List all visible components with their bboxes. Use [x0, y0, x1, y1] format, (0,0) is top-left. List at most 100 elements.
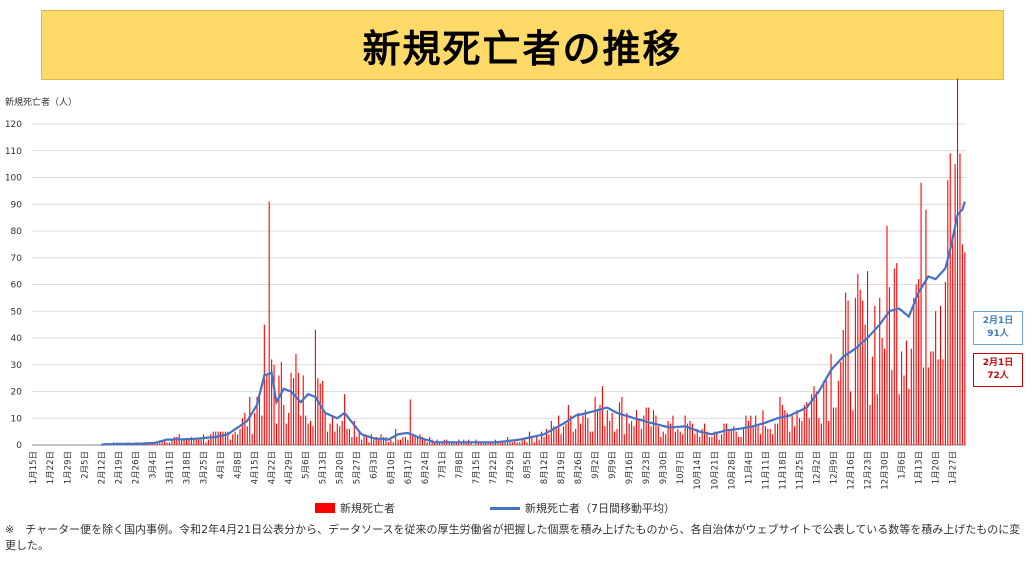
legend-line-label: 新規死亡者（7日間移動平均）	[525, 502, 675, 515]
bar	[791, 415, 793, 445]
bar	[601, 386, 603, 445]
x-tick-label: 2月5日	[80, 451, 90, 479]
bar	[964, 252, 966, 445]
bar	[660, 436, 662, 445]
bar	[351, 436, 353, 445]
bar	[857, 273, 859, 445]
moving-average-line	[101, 201, 966, 446]
bar	[759, 434, 762, 445]
bar	[353, 420, 355, 445]
bar	[453, 442, 455, 445]
x-tick-label: 1月22日	[46, 451, 56, 484]
bar	[290, 372, 292, 445]
x-tick-label: 6月17日	[404, 451, 414, 484]
bar	[864, 324, 866, 445]
bar	[560, 434, 562, 445]
bar	[835, 407, 837, 445]
bar	[781, 404, 783, 445]
bar	[832, 407, 835, 445]
bar	[307, 423, 309, 445]
bar	[407, 439, 409, 445]
y-tick-label: 80	[11, 227, 23, 237]
y-tick-label: 70	[11, 254, 23, 264]
bar	[555, 428, 557, 445]
bar	[803, 404, 805, 445]
bar	[837, 380, 839, 445]
bar	[334, 431, 336, 445]
bar	[652, 410, 655, 445]
bar	[684, 415, 686, 445]
bar	[733, 426, 735, 445]
bar	[896, 263, 898, 445]
bar	[558, 415, 560, 445]
bar	[361, 439, 363, 445]
y-tick-label: 0	[16, 441, 22, 451]
bar	[616, 428, 618, 445]
bar	[536, 436, 538, 445]
bar	[742, 428, 745, 445]
bar	[176, 436, 178, 445]
bar	[168, 442, 171, 445]
callout-ma-value: 91人	[987, 329, 1009, 339]
bar	[234, 431, 236, 445]
bar	[409, 399, 411, 445]
bar	[604, 426, 606, 445]
bar	[577, 412, 579, 445]
bar	[567, 404, 569, 445]
bar	[713, 431, 715, 445]
bar	[283, 404, 285, 445]
bar	[421, 436, 423, 445]
bar	[735, 431, 737, 445]
bar	[665, 434, 667, 445]
bar	[312, 426, 314, 445]
bar	[830, 354, 832, 445]
bar	[190, 436, 192, 445]
bar	[246, 426, 248, 445]
bar	[789, 431, 791, 445]
x-tick-label: 9月2日	[591, 451, 601, 479]
bar	[784, 410, 786, 445]
legend-line: 新規死亡者（7日間移動平均）	[490, 500, 675, 516]
bar	[297, 372, 299, 445]
bar	[424, 439, 426, 445]
footnote: ※ チャーター便を除く国内事例。令和2年4月21日公表分から、データソースを従来…	[5, 523, 1021, 552]
bar	[774, 423, 776, 445]
bar	[728, 428, 730, 445]
bar	[210, 434, 212, 445]
bar	[606, 410, 608, 445]
bar	[538, 439, 540, 445]
bar	[662, 431, 664, 445]
bar	[215, 431, 217, 445]
bar	[385, 436, 387, 445]
bar	[526, 442, 528, 445]
bar	[738, 436, 740, 445]
bar	[901, 351, 903, 445]
bar	[708, 436, 710, 445]
x-tick-label: 3月18日	[182, 451, 192, 484]
bar	[767, 428, 769, 445]
x-tick-label: 7月22日	[489, 451, 499, 484]
bar	[866, 271, 869, 445]
bar	[682, 434, 684, 445]
bar	[254, 412, 256, 445]
bar	[635, 410, 638, 445]
x-tick-label: 6月24日	[421, 451, 431, 484]
bar	[716, 431, 718, 445]
x-tick-label: 11月18日	[778, 451, 788, 490]
bar	[271, 359, 273, 445]
bar	[935, 311, 937, 445]
x-tick-label: 12月16日	[846, 451, 856, 490]
x-tick-label: 11月25日	[795, 451, 805, 490]
x-tick-label: 1月6日	[898, 451, 908, 479]
bar	[859, 289, 861, 445]
bar	[370, 434, 372, 445]
bar	[886, 225, 888, 445]
bar	[813, 386, 815, 445]
bar	[750, 415, 752, 445]
bar	[879, 297, 881, 445]
x-tick-label: 8月26日	[574, 451, 584, 484]
x-tick-label: 8月19日	[557, 451, 567, 484]
bar	[820, 423, 822, 445]
bar	[317, 378, 319, 445]
bar	[550, 420, 552, 445]
